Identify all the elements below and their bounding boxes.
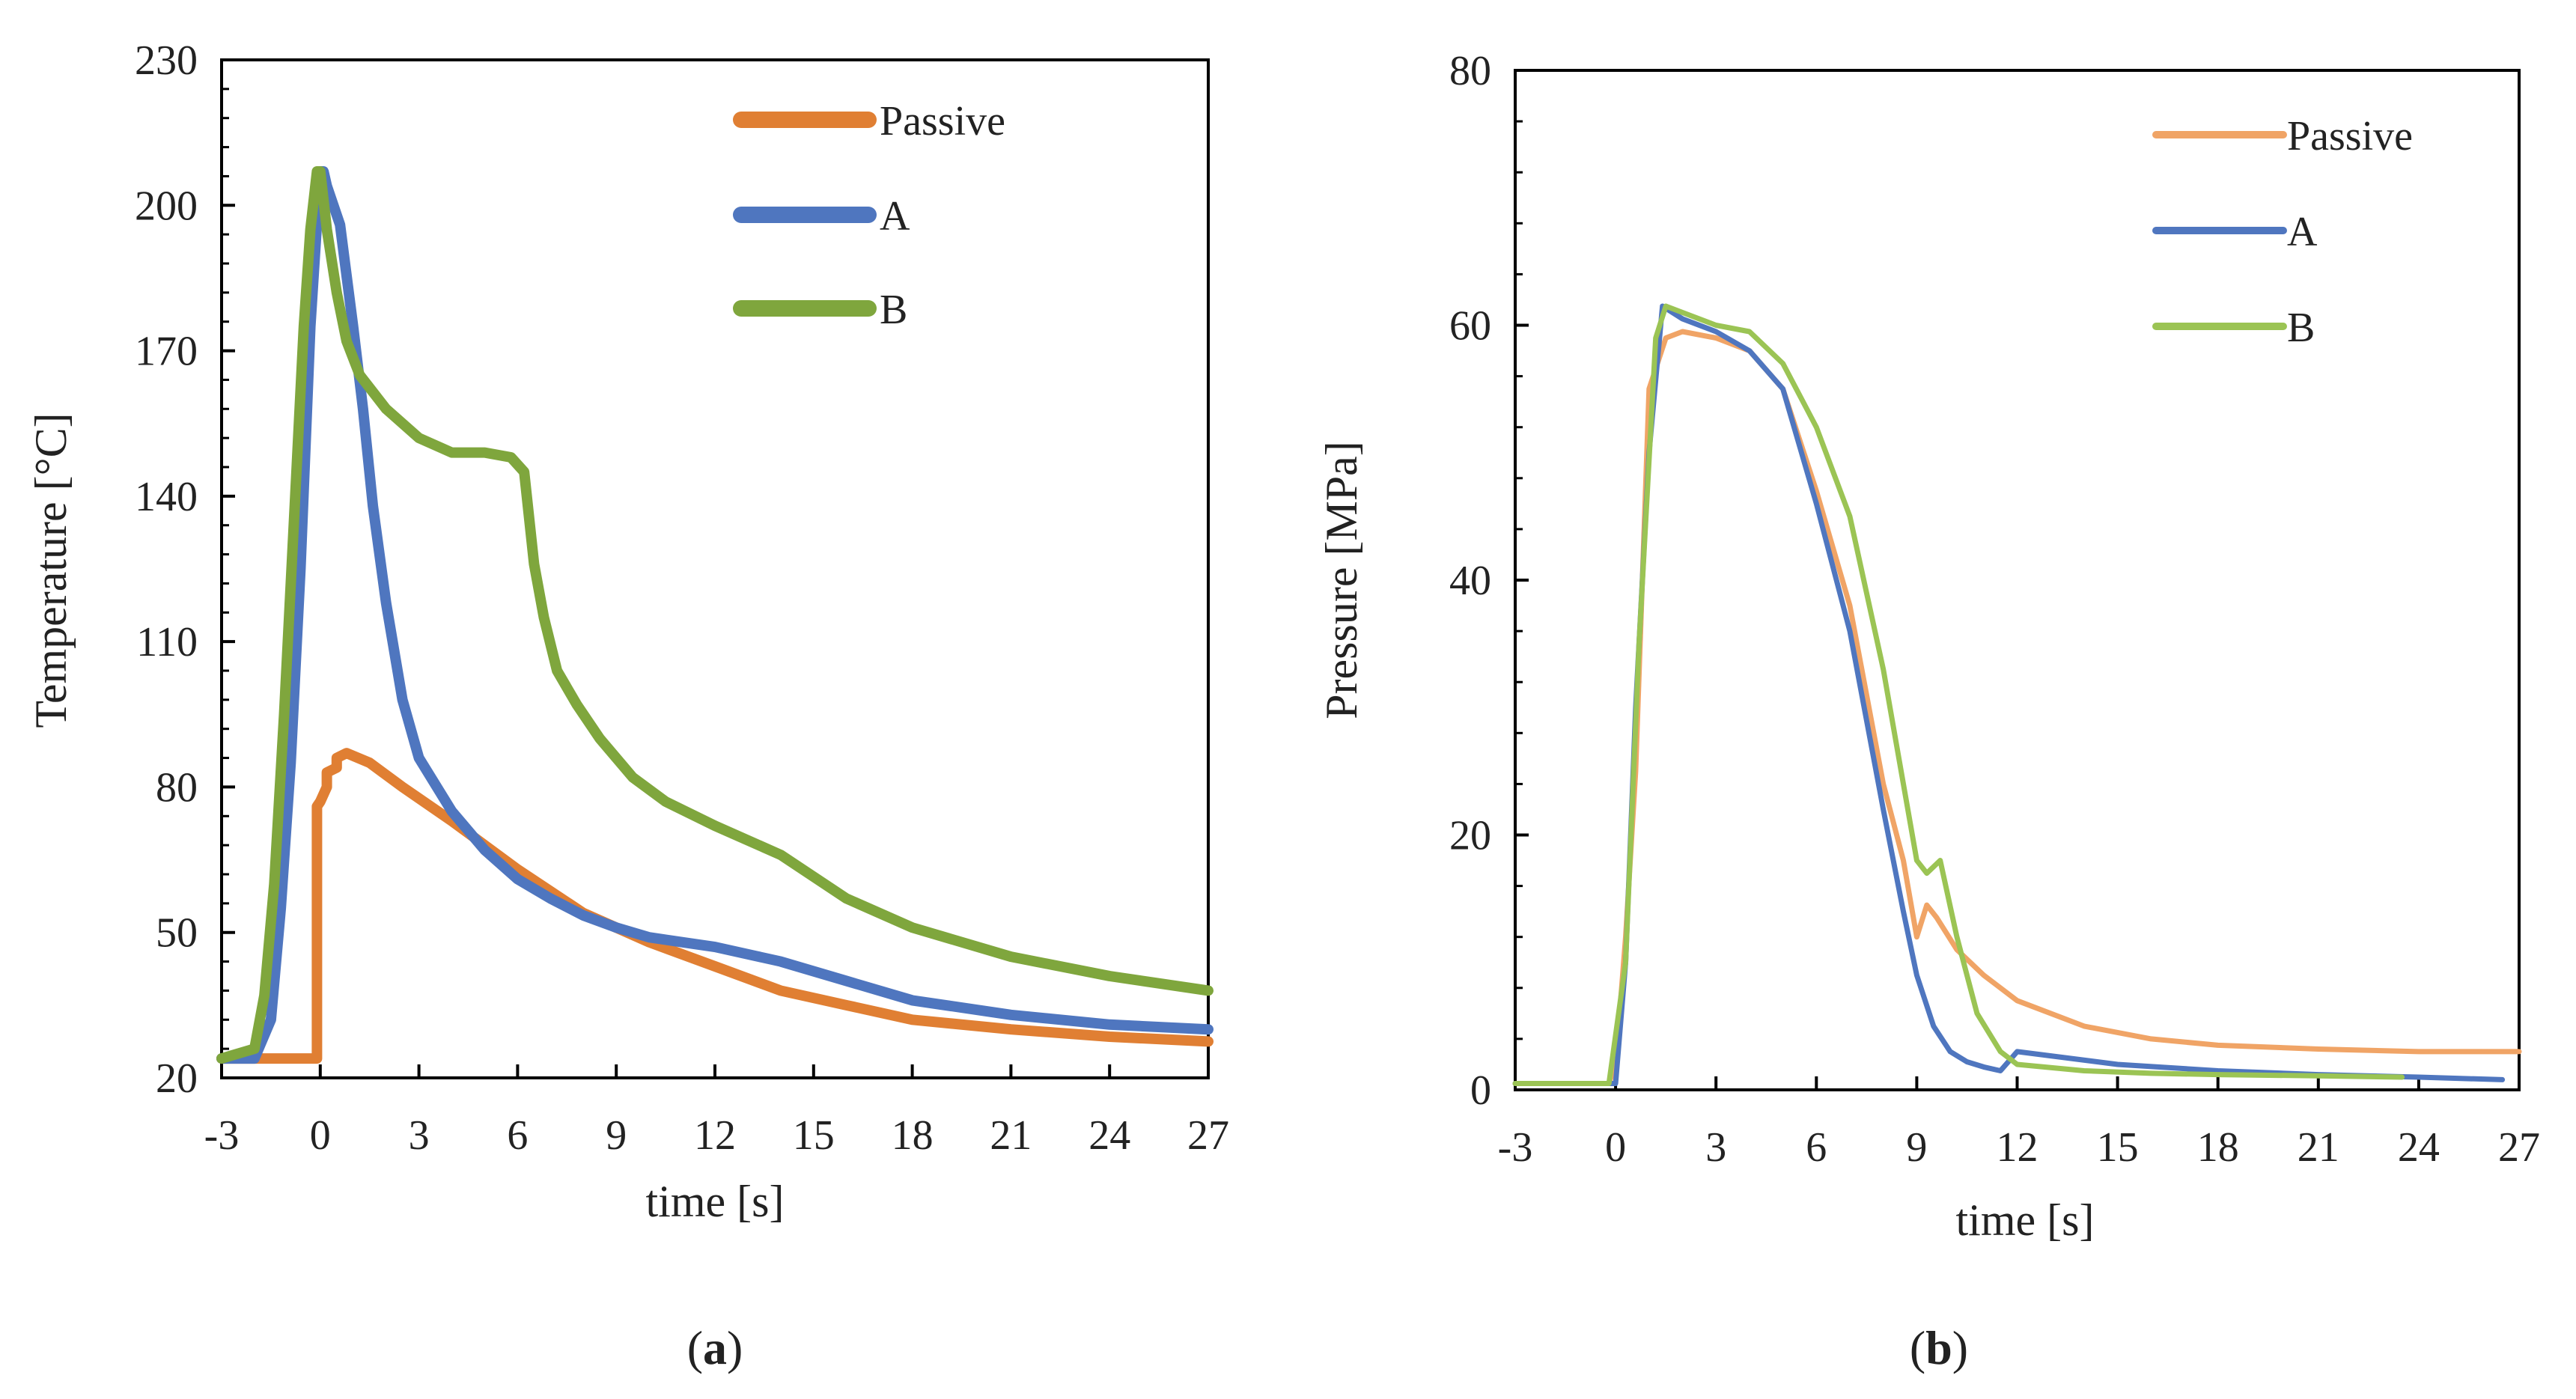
x-tick-label-a-18: 18 [892,1112,934,1159]
plot-area-b [1514,69,2521,1091]
y-tick-label-a-140: 140 [135,474,198,520]
caption-b: (b) [1910,1321,1968,1374]
x-axis-title-b: time [s] [1956,1195,2095,1245]
y-tick-label-b-40: 40 [1449,558,1491,604]
legend-b: Passive A B [2152,113,2413,351]
tick-labels-a: 20 50 80 110 140 170 200 230 -3 0 3 6 9 12 15 18 21 24 27 [135,37,1229,1159]
series-line-a-a [216,166,1214,1064]
series-b [1512,303,2522,1086]
y-axis-title-b: Pressure [MPa] [1317,441,1366,719]
series-line-b-passive [1512,329,2522,1086]
legend-label-a-passive: Passive [880,98,1005,144]
x-tick-label-a-3: -3 [204,1112,240,1159]
y-tick-label-a-80: 80 [156,764,198,811]
x-tick-label-b-24: 24 [2398,1124,2440,1171]
legend-label-b-b: B [2287,305,2315,351]
x-axis-title-a: time [s] [646,1177,785,1226]
y-tick-label-b-80: 80 [1449,48,1491,94]
x-tick-label-a-9: 9 [606,1112,627,1159]
x-tick-label-b-21: 21 [2298,1124,2339,1171]
x-tick-label-b-6: 6 [1806,1124,1827,1171]
legend-label-a-b: B [880,287,907,333]
caption-letter-a: a [703,1321,727,1374]
y-tick-label-a-170: 170 [135,329,198,375]
caption-a: (a) [687,1321,743,1374]
x-tick-label-a-27: 27 [1187,1112,1229,1159]
y-tick-label-a-200: 200 [135,183,198,229]
x-tick-label-a-6: 6 [507,1112,528,1159]
y-tick-label-a-20: 20 [156,1055,198,1102]
plot-area-a [220,58,1210,1079]
series-line-b-b [1512,303,2405,1086]
ticks-a [220,58,1210,1079]
x-tick-label-a-15: 15 [793,1112,835,1159]
x-tick-label-a-0: 0 [310,1112,331,1159]
x-tick-label-b-3: 3 [1705,1124,1726,1171]
x-tick-label-a-12: 12 [694,1112,736,1159]
series-a [216,166,1214,1064]
x-tick-label-a-24: 24 [1088,1112,1130,1159]
y-tick-label-a-230: 230 [135,37,198,84]
legend-label-b-passive: Passive [2287,113,2413,159]
series-line-b-a [1512,303,2506,1086]
x-tick-label-b-15: 15 [2097,1124,2139,1171]
legend-a: Passive A B [733,98,1005,333]
y-tick-label-b-0: 0 [1470,1067,1491,1114]
y-tick-label-a-50: 50 [156,910,198,957]
legend-label-b-a: A [2287,209,2318,255]
x-tick-label-b-9: 9 [1906,1124,1927,1171]
x-tick-label-a-21: 21 [990,1112,1032,1159]
x-tick-label-b-27: 27 [2498,1124,2540,1171]
y-tick-label-a-110: 110 [136,619,198,665]
x-tick-label-b-3: -3 [1498,1124,1533,1171]
series-line-a-b [216,166,1214,1064]
y-axis-title-a: Temperature [°C] [26,412,76,728]
x-tick-label-b-18: 18 [2197,1124,2239,1171]
series-line-a-passive [216,748,1214,1064]
x-tick-label-b-0: 0 [1605,1124,1626,1171]
y-tick-label-b-60: 60 [1449,303,1491,350]
ticks-b [1514,69,2521,1091]
x-tick-label-b-12: 12 [1997,1124,2038,1171]
legend-label-a-a: A [880,193,910,240]
caption-letter-b: b [1925,1321,1952,1374]
y-tick-label-b-20: 20 [1449,813,1491,859]
x-tick-label-a-3: 3 [409,1112,430,1159]
